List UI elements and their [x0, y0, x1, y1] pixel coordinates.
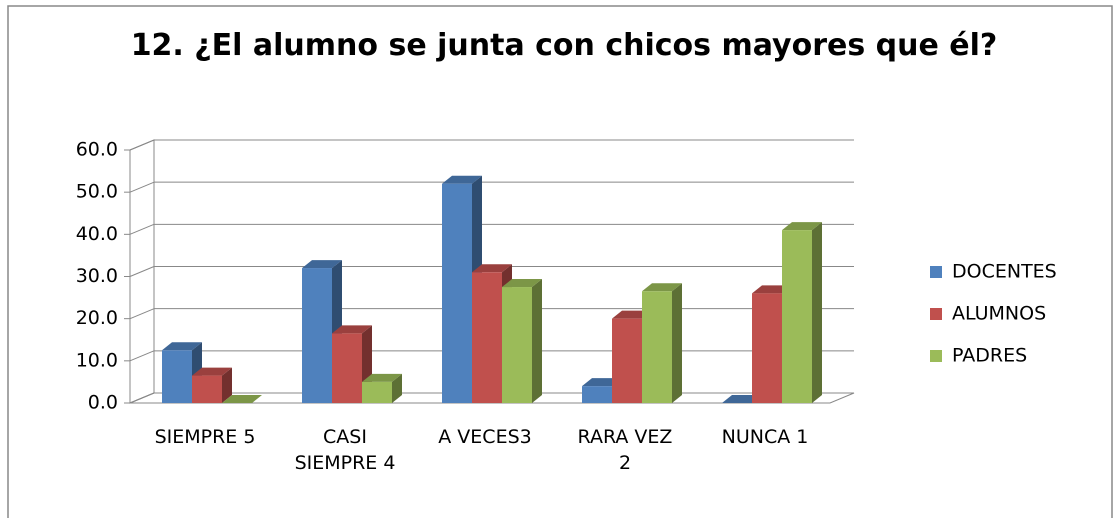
chart-border	[7, 5, 1113, 518]
chart-title: 12. ¿El alumno se junta con chicos mayor…	[130, 28, 998, 63]
bar	[612, 318, 642, 403]
legend-label: PADRES	[952, 345, 1027, 367]
bar	[332, 333, 362, 403]
bar-side	[532, 279, 542, 403]
bar	[642, 291, 672, 403]
bar-top	[222, 395, 262, 403]
y-tick-label: 60.0	[76, 139, 118, 161]
bar	[582, 386, 612, 403]
bar-top	[782, 222, 822, 231]
grid-line-side	[129, 392, 155, 404]
bar-top	[442, 175, 482, 184]
bar	[302, 268, 332, 403]
grid-line-side	[129, 181, 155, 193]
y-tick-label: 20.0	[76, 307, 118, 329]
bar-side	[392, 373, 402, 403]
grid-line-side	[129, 139, 155, 151]
grid-line-side	[129, 308, 155, 320]
bar-top	[362, 373, 402, 382]
y-tick-label: 10.0	[76, 349, 118, 371]
bar-top	[192, 367, 232, 376]
grid-line-side	[129, 266, 155, 277]
grid-line-side	[129, 223, 155, 235]
bar-top	[332, 325, 372, 334]
y-tick-label: 30.0	[76, 265, 118, 287]
bar-side	[222, 367, 232, 403]
x-tick-label: NUNCA 1	[721, 426, 809, 448]
legend-label: DOCENTES	[952, 261, 1057, 283]
bar	[502, 287, 532, 403]
legend-swatch	[930, 308, 942, 320]
legend-swatch	[930, 266, 942, 278]
bar	[362, 381, 392, 403]
x-tick-label: A VECES3	[438, 426, 532, 448]
bar	[442, 183, 472, 403]
y-tick-label: 50.0	[76, 181, 118, 203]
grid-line-side	[129, 350, 155, 362]
bar-top	[472, 264, 512, 273]
bar-top	[302, 260, 342, 269]
x-tick-label: CASI SIEMPRE 4	[294, 426, 396, 474]
bar-side	[672, 283, 682, 403]
y-tick-label: 0.0	[88, 392, 118, 414]
bar-top	[502, 279, 542, 288]
bar	[192, 375, 222, 403]
legend-label: ALUMNOS	[952, 303, 1046, 325]
bar	[752, 293, 782, 403]
bar	[162, 350, 192, 403]
x-tick-label: SIEMPRE 5	[154, 426, 256, 448]
x-tick-label: RARA VEZ 2	[577, 426, 673, 474]
bar-side	[812, 222, 822, 403]
y-tick-label: 40.0	[76, 223, 118, 245]
bar-top	[642, 283, 682, 292]
bar	[472, 272, 502, 403]
bar-top	[162, 342, 202, 351]
bar	[782, 230, 812, 403]
legend-swatch	[930, 350, 942, 362]
